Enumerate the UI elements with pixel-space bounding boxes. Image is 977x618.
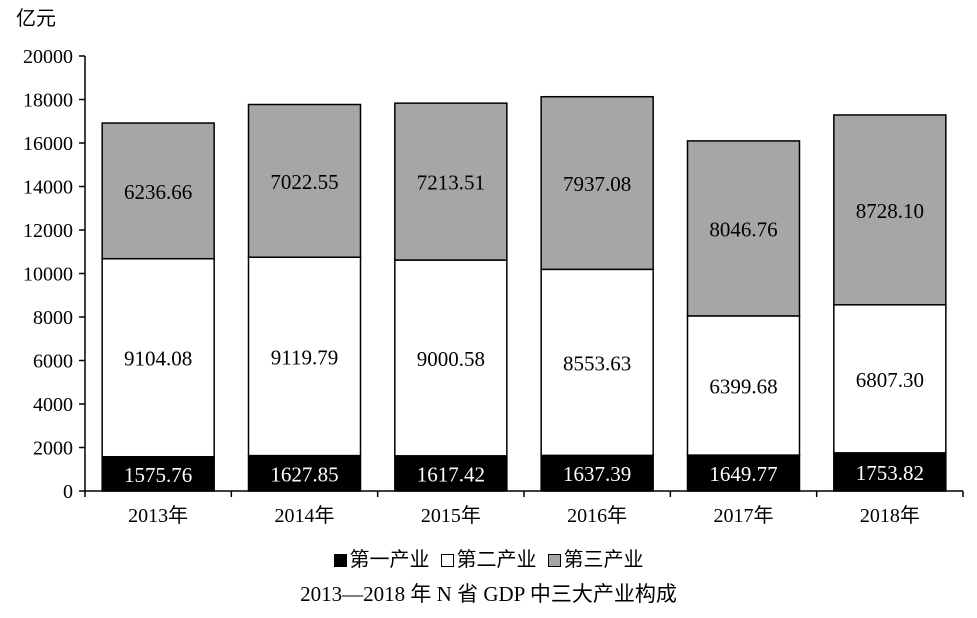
legend-swatch-primary xyxy=(333,554,347,567)
data-label-secondary: 8553.63 xyxy=(563,351,631,375)
data-label-primary: 1637.39 xyxy=(563,462,631,486)
bar-segment-tertiary xyxy=(101,122,215,260)
data-label-secondary: 9104.08 xyxy=(124,347,192,371)
bar-segment-secondary xyxy=(101,257,215,458)
data-label-secondary: 9000.58 xyxy=(417,347,485,371)
y-tick-label: 0 xyxy=(63,481,73,503)
y-tick-label: 4000 xyxy=(33,394,73,416)
legend-label-tertiary: 第三产业 xyxy=(563,549,644,571)
data-label-tertiary: 6236.66 xyxy=(124,180,192,204)
x-tick-label: 2014年 xyxy=(275,504,335,527)
chart-title: 2013—2018 年 N 省 GDP 中三大产业构成 xyxy=(300,582,677,606)
bar-segment-primary xyxy=(101,455,215,492)
y-tick-label: 20000 xyxy=(23,46,73,68)
x-tick-label: 2013年 xyxy=(128,504,188,527)
legend-label-primary: 第一产业 xyxy=(349,549,430,571)
x-tick-label: 2016年 xyxy=(567,504,627,527)
bar-segment-tertiary xyxy=(540,95,654,271)
y-tick-label: 8000 xyxy=(33,307,73,329)
data-label-primary: 1627.85 xyxy=(270,462,338,486)
bar-segment-secondary xyxy=(540,268,654,457)
legend-item-primary-industry: 第一产业 xyxy=(333,548,430,572)
bar-segment-tertiary xyxy=(686,140,801,317)
x-tick-label: 2015年 xyxy=(421,504,481,527)
stacked-bar-chart: 0 2000 4000 6000 8000 10000 12000 14000 16000 180… xyxy=(23,46,964,527)
bar-segment-secondary xyxy=(394,259,508,457)
legend-label-secondary: 第二产业 xyxy=(456,549,537,571)
data-label-tertiary: 7213.51 xyxy=(417,171,485,195)
data-label-primary: 1753.82 xyxy=(856,461,924,485)
data-label-secondary: 9119.79 xyxy=(271,345,338,369)
y-axis-unit-label: 亿元 xyxy=(16,8,56,30)
bar-segment-secondary xyxy=(686,315,801,456)
data-label-secondary: 6399.68 xyxy=(709,375,777,399)
chart-legend: 第一产业 第二产业 第三产业 xyxy=(0,548,977,572)
data-label-secondary: 6807.30 xyxy=(856,368,924,392)
y-tick-label: 12000 xyxy=(23,220,73,242)
bar-segment-tertiary xyxy=(247,103,362,258)
legend-item-secondary-industry: 第二产业 xyxy=(440,548,537,572)
y-tick-label: 14000 xyxy=(23,177,73,199)
bar-segment-primary xyxy=(686,454,801,492)
data-label-tertiary: 7022.55 xyxy=(270,170,338,194)
y-tick-label: 6000 xyxy=(33,351,73,373)
y-tick-label: 10000 xyxy=(23,264,73,286)
bar-segment-primary xyxy=(540,454,654,492)
bar-segment-tertiary xyxy=(833,114,947,306)
legend-swatch-tertiary xyxy=(547,554,561,567)
legend-swatch-secondary xyxy=(440,554,454,567)
data-label-tertiary: 8728.10 xyxy=(856,199,924,223)
bar-segment-primary xyxy=(833,452,947,492)
bar-segment-tertiary xyxy=(394,102,508,261)
data-label-tertiary: 7937.08 xyxy=(563,172,631,196)
y-tick-label: 2000 xyxy=(33,438,73,460)
legend-item-tertiary-industry: 第三产业 xyxy=(547,548,644,572)
data-label-primary: 1575.76 xyxy=(124,463,192,487)
data-label-primary: 1649.77 xyxy=(709,462,777,486)
data-label-tertiary: 8046.76 xyxy=(709,217,777,241)
data-label-primary: 1617.42 xyxy=(417,462,485,486)
bar-segment-secondary xyxy=(247,256,362,457)
y-tick-label: 18000 xyxy=(23,90,73,112)
x-tick-label: 2017年 xyxy=(714,504,774,527)
x-tick-label: 2018年 xyxy=(860,504,920,527)
y-tick-label: 16000 xyxy=(23,133,73,155)
bar-segment-primary xyxy=(247,454,362,492)
bar-segment-primary xyxy=(394,455,508,492)
